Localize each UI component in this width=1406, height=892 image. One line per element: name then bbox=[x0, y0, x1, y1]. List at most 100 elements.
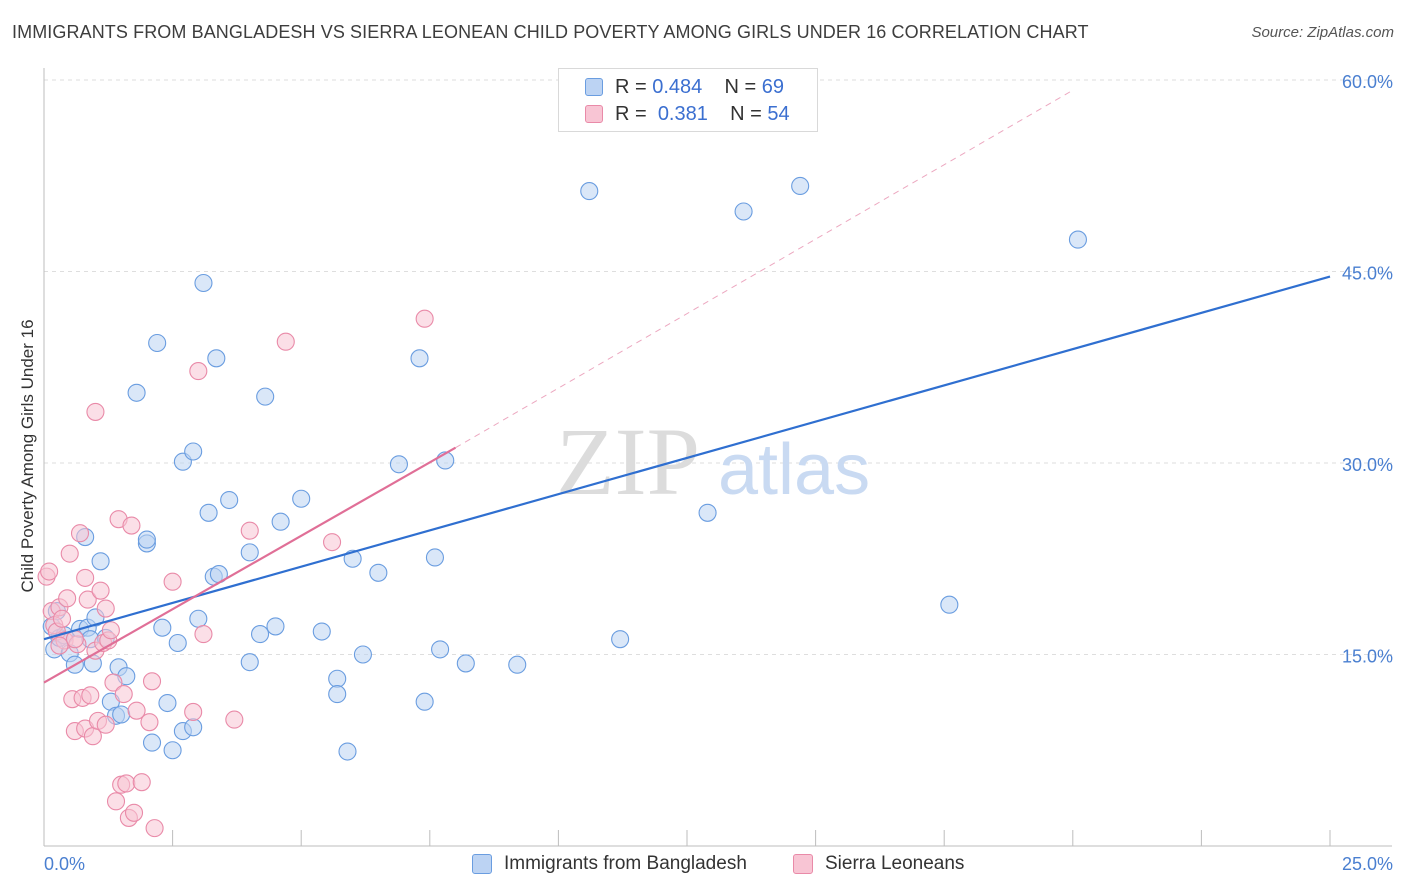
sierra-point bbox=[142, 672, 162, 691]
sierra-point bbox=[124, 803, 144, 822]
bottom-legend-sierra: Sierra Leoneans bbox=[793, 852, 964, 876]
bangladesh-point bbox=[91, 552, 110, 571]
watermark: ZIP atlas bbox=[556, 408, 870, 515]
stats-legend: R = 0.484 N = 69 R = 0.381 N = 54 bbox=[558, 68, 818, 132]
sierra-point bbox=[194, 625, 213, 644]
sierra-point bbox=[323, 533, 342, 552]
sierra-point bbox=[78, 590, 97, 609]
y-tick-label: 45.0% bbox=[1342, 264, 1393, 284]
sierra-point bbox=[163, 572, 182, 591]
sierra-point bbox=[189, 362, 208, 381]
bangladesh-point bbox=[791, 176, 810, 196]
sierra-point bbox=[117, 774, 136, 793]
bangladesh-point bbox=[940, 595, 959, 614]
bangladesh-point bbox=[369, 563, 388, 582]
bangladesh-point bbox=[734, 202, 753, 221]
trend-lines bbox=[43, 89, 1331, 684]
sierra-point bbox=[76, 568, 95, 587]
bottom-legend-swatch-sierra bbox=[793, 854, 813, 874]
sierra-point bbox=[114, 685, 133, 704]
bangladesh-point bbox=[1068, 230, 1087, 249]
bottom-legend-label-sierra: Sierra Leoneans bbox=[825, 853, 965, 874]
bangladesh-point bbox=[250, 625, 270, 644]
sierra-point bbox=[81, 686, 100, 705]
sierra-point bbox=[96, 715, 115, 734]
bangladesh-point bbox=[508, 655, 527, 674]
bangladesh-point bbox=[137, 530, 156, 549]
bangladesh-point bbox=[266, 617, 285, 636]
legend-n-label: N = bbox=[724, 75, 757, 98]
sierra-point bbox=[70, 524, 90, 543]
bangladesh-point bbox=[353, 645, 372, 664]
bangladesh-point bbox=[456, 654, 475, 673]
bangladesh-point bbox=[410, 349, 429, 368]
series-sierra-points bbox=[37, 309, 434, 838]
sierra-point bbox=[145, 819, 164, 838]
bangladesh-point bbox=[127, 383, 146, 402]
sierra-point bbox=[40, 562, 59, 581]
bangladesh-point bbox=[328, 669, 347, 688]
bangladesh-point bbox=[328, 685, 347, 704]
bangladesh-point bbox=[415, 692, 434, 711]
bangladesh-point bbox=[199, 503, 218, 522]
legend-n-value: 69 bbox=[761, 75, 785, 98]
bangladesh-point bbox=[153, 618, 172, 637]
bangladesh-point bbox=[256, 387, 275, 406]
sierra-point bbox=[60, 544, 79, 563]
watermark-atlas: atlas bbox=[718, 430, 870, 510]
bangladesh-point bbox=[207, 349, 226, 368]
bangladesh-point bbox=[168, 633, 187, 653]
bangladesh-point bbox=[338, 742, 357, 761]
sierra-point bbox=[132, 773, 151, 792]
bangladesh-point bbox=[611, 630, 630, 649]
bangladesh-point bbox=[148, 333, 167, 353]
bangladesh-point bbox=[220, 490, 239, 510]
source-label: Source: ZipAtlas.com bbox=[1251, 24, 1394, 41]
bangladesh-point bbox=[312, 622, 331, 641]
sierra-point bbox=[184, 702, 203, 722]
bangladesh-point bbox=[431, 640, 450, 659]
bangladesh-point bbox=[240, 543, 259, 562]
legend-swatch-bangladesh bbox=[585, 78, 603, 96]
bangladesh-point bbox=[194, 273, 213, 293]
y-tick-label: 60.0% bbox=[1342, 72, 1393, 92]
sierra-point bbox=[96, 599, 115, 618]
sierra-point bbox=[240, 521, 259, 540]
sierra-point bbox=[122, 516, 141, 535]
x-tick-marks bbox=[172, 830, 1331, 846]
sierra-point bbox=[127, 701, 146, 720]
y-tick-label: 15.0% bbox=[1342, 647, 1393, 667]
sierra-point bbox=[86, 402, 105, 421]
bangladesh-point bbox=[389, 455, 408, 474]
bangladesh-point bbox=[142, 733, 162, 752]
sierra-point bbox=[101, 621, 120, 640]
legend-n-value: 54 bbox=[767, 102, 790, 125]
bangladesh-point bbox=[184, 442, 203, 461]
bangladesh-point bbox=[271, 512, 290, 531]
bangladesh-point bbox=[580, 182, 599, 201]
y-tick-labels: 15.0% 30.0% 45.0% 60.0% bbox=[1342, 72, 1393, 667]
chart-title: IMMIGRANTS FROM BANGLADESH VS SIERRA LEO… bbox=[12, 22, 1089, 42]
bangladesh-point bbox=[184, 718, 203, 737]
legend-r-label: R = bbox=[615, 102, 647, 125]
sierra-point bbox=[106, 792, 126, 811]
bangladesh-point bbox=[158, 693, 177, 713]
bangladesh-point bbox=[425, 548, 444, 567]
x-tick-label-max: 25.0% bbox=[1342, 854, 1393, 874]
sierra-point bbox=[91, 581, 110, 600]
legend-r-value: 0.381 bbox=[657, 102, 708, 125]
bottom-legend-label-bangladesh: Immigrants from Bangladesh bbox=[504, 853, 747, 874]
y-axis-label: Child Poverty Among Girls Under 16 bbox=[18, 319, 37, 592]
sierra-point bbox=[50, 636, 69, 655]
sierra-point bbox=[140, 713, 159, 732]
sierra-point bbox=[225, 710, 244, 729]
bangladesh-point bbox=[163, 741, 182, 760]
bangladesh-trend-line bbox=[43, 275, 1331, 641]
watermark-zip: ZIP bbox=[556, 408, 700, 515]
sierra-trend-line bbox=[43, 446, 457, 684]
legend-r-value: 0.484 bbox=[652, 75, 703, 98]
x-tick-label-min: 0.0% bbox=[44, 854, 85, 874]
bangladesh-point bbox=[112, 705, 131, 724]
sierra-point bbox=[276, 332, 295, 351]
